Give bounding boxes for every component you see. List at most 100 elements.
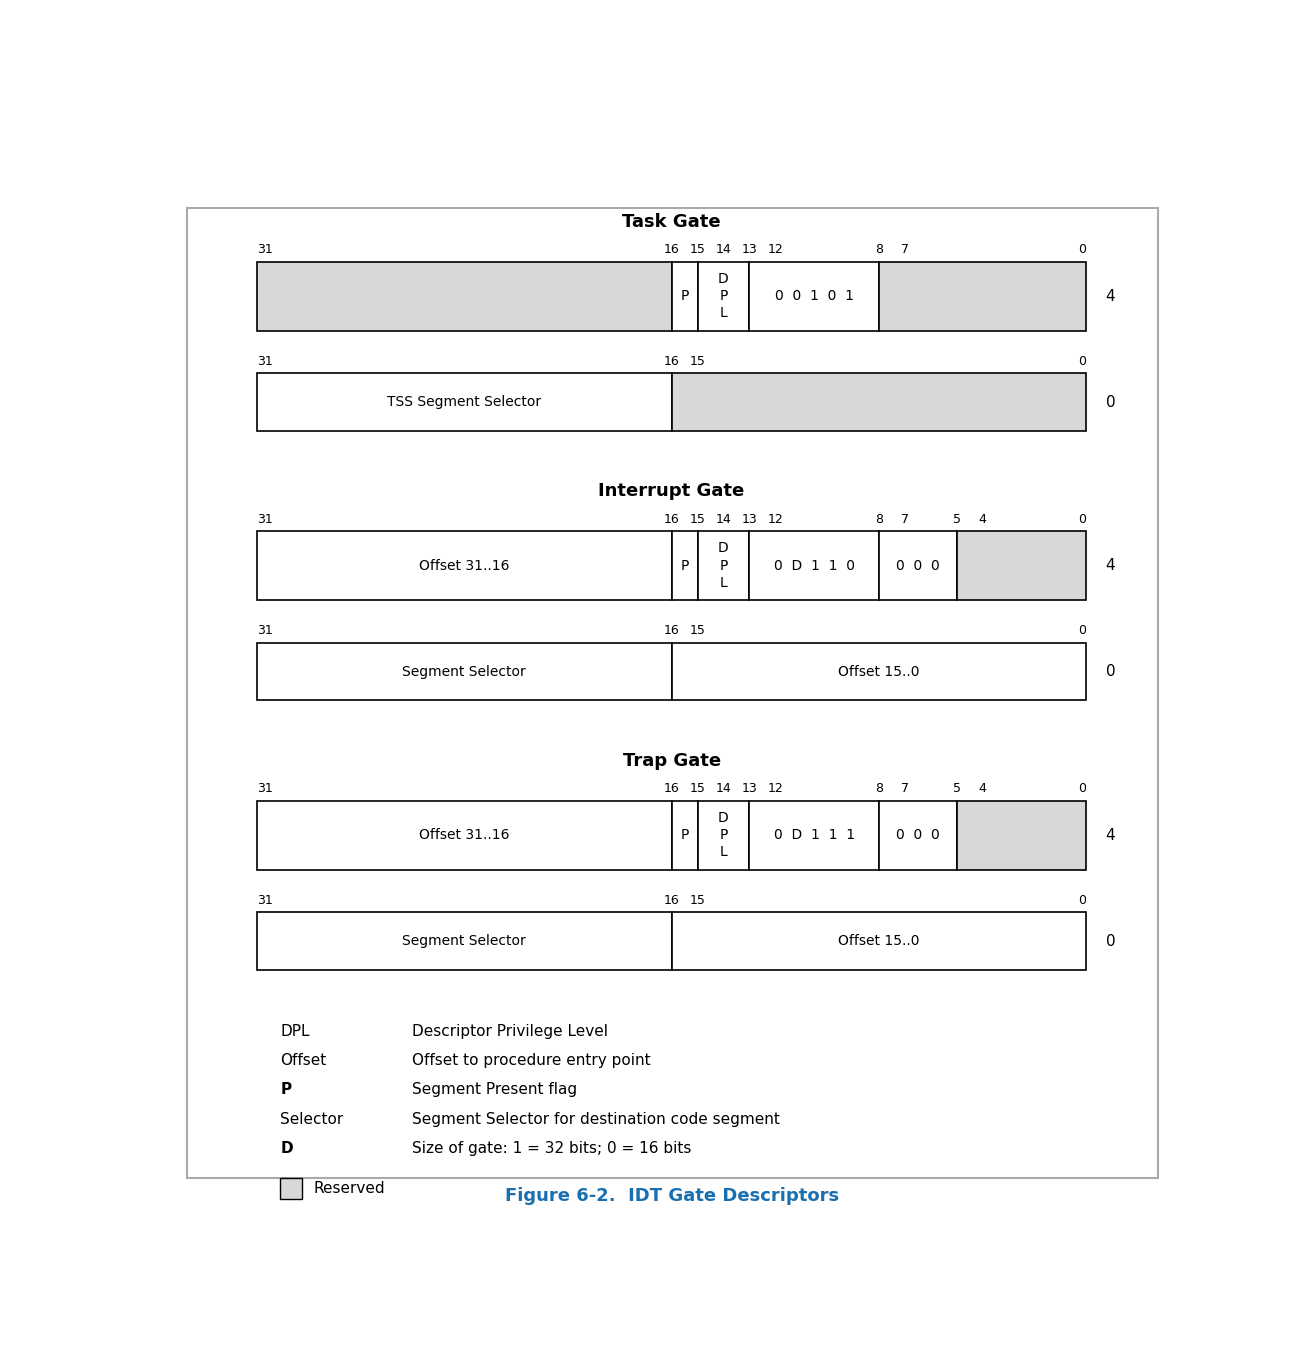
Text: 13: 13 [741, 513, 757, 525]
Text: P: P [681, 289, 689, 303]
Text: 0: 0 [1106, 934, 1115, 949]
Text: TSS Segment Selector: TSS Segment Selector [387, 395, 542, 409]
Text: Offset: Offset [281, 1053, 327, 1068]
Text: 0  0  0: 0 0 0 [896, 828, 939, 842]
Text: 0: 0 [1106, 664, 1115, 679]
Bar [257, 373, 672, 430]
Text: 0: 0 [1078, 243, 1086, 256]
Text: Segment Selector: Segment Selector [403, 665, 526, 679]
Text: 31: 31 [257, 243, 273, 256]
Text: P: P [281, 1082, 291, 1097]
Text: 0: 0 [1078, 624, 1086, 638]
Bar [749, 801, 879, 869]
Text: 4: 4 [1106, 828, 1115, 843]
Text: 8: 8 [875, 513, 883, 525]
Text: 15: 15 [690, 624, 706, 638]
Text: 16: 16 [664, 355, 680, 367]
Text: 0: 0 [1106, 395, 1115, 410]
Text: DPL: DPL [281, 1024, 310, 1039]
Text: Offset 15..0: Offset 15..0 [838, 665, 920, 679]
Bar [672, 531, 698, 600]
Bar [257, 912, 672, 969]
Text: D: D [281, 1141, 293, 1156]
Text: P: P [681, 828, 689, 842]
Text: 16: 16 [664, 243, 680, 256]
Bar [257, 531, 672, 600]
Text: Offset 15..0: Offset 15..0 [838, 934, 920, 949]
Text: 16: 16 [664, 624, 680, 638]
Bar [257, 262, 672, 330]
Text: 0: 0 [1078, 513, 1086, 525]
Bar [749, 531, 879, 600]
Text: 4: 4 [1106, 289, 1115, 304]
Text: 5: 5 [953, 513, 960, 525]
Text: 12: 12 [768, 513, 783, 525]
Text: 31: 31 [257, 894, 273, 906]
Text: 4: 4 [979, 781, 987, 795]
Text: 0: 0 [1078, 894, 1086, 906]
Text: 7: 7 [901, 243, 909, 256]
Bar [672, 262, 698, 330]
Text: Figure 6-2.  IDT Gate Descriptors: Figure 6-2. IDT Gate Descriptors [505, 1186, 838, 1205]
Bar [749, 262, 879, 330]
Text: P: P [681, 559, 689, 573]
Text: 12: 12 [768, 781, 783, 795]
Bar [672, 643, 1086, 701]
Text: Size of gate: 1 = 32 bits; 0 = 16 bits: Size of gate: 1 = 32 bits; 0 = 16 bits [412, 1141, 691, 1156]
Text: 13: 13 [741, 243, 757, 256]
Text: D
P
L: D P L [718, 542, 729, 590]
Text: Segment Present flag: Segment Present flag [412, 1082, 577, 1097]
Bar [281, 1178, 302, 1200]
Text: 14: 14 [715, 781, 731, 795]
Text: Offset to procedure entry point: Offset to procedure entry point [412, 1053, 651, 1068]
Text: Segment Selector: Segment Selector [403, 934, 526, 949]
Text: 0: 0 [1078, 781, 1086, 795]
Text: 31: 31 [257, 781, 273, 795]
Text: 31: 31 [257, 624, 273, 638]
Bar [879, 531, 956, 600]
Text: 0  D  1  1  1: 0 D 1 1 1 [774, 828, 854, 842]
Text: Task Gate: Task Gate [622, 213, 720, 230]
Bar [672, 801, 698, 869]
Bar [698, 801, 749, 869]
Text: 8: 8 [875, 781, 883, 795]
Bar [879, 262, 1086, 330]
Bar [257, 801, 672, 869]
Text: 15: 15 [690, 513, 706, 525]
Text: 0: 0 [1078, 355, 1086, 367]
Text: 14: 14 [715, 513, 731, 525]
Text: Interrupt Gate: Interrupt Gate [598, 483, 745, 500]
Text: 8: 8 [875, 243, 883, 256]
Text: 13: 13 [741, 781, 757, 795]
Bar [698, 531, 749, 600]
Text: Descriptor Privilege Level: Descriptor Privilege Level [412, 1024, 607, 1039]
Text: 15: 15 [690, 243, 706, 256]
Text: 16: 16 [664, 781, 680, 795]
Text: Selector: Selector [281, 1112, 344, 1127]
Text: 15: 15 [690, 781, 706, 795]
Text: 4: 4 [1106, 558, 1115, 573]
Text: 14: 14 [715, 243, 731, 256]
Bar [257, 643, 672, 701]
Text: 15: 15 [690, 355, 706, 367]
Text: 7: 7 [901, 513, 909, 525]
Bar [956, 531, 1086, 600]
Text: 7: 7 [901, 781, 909, 795]
Text: Reserved: Reserved [314, 1182, 386, 1196]
Text: Offset 31..16: Offset 31..16 [419, 828, 509, 842]
Bar [698, 262, 749, 330]
Text: Segment Selector for destination code segment: Segment Selector for destination code se… [412, 1112, 779, 1127]
Bar [879, 801, 956, 869]
Text: D
P
L: D P L [718, 271, 729, 321]
Text: 12: 12 [768, 243, 783, 256]
Text: 16: 16 [664, 894, 680, 906]
Text: 0  0  1  0  1: 0 0 1 0 1 [774, 289, 854, 303]
Text: 15: 15 [690, 894, 706, 906]
Text: Offset 31..16: Offset 31..16 [419, 559, 509, 573]
Text: 31: 31 [257, 513, 273, 525]
Bar [672, 912, 1086, 969]
Text: 5: 5 [953, 781, 960, 795]
Text: 4: 4 [979, 513, 987, 525]
Text: 16: 16 [664, 513, 680, 525]
Text: 31: 31 [257, 355, 273, 367]
